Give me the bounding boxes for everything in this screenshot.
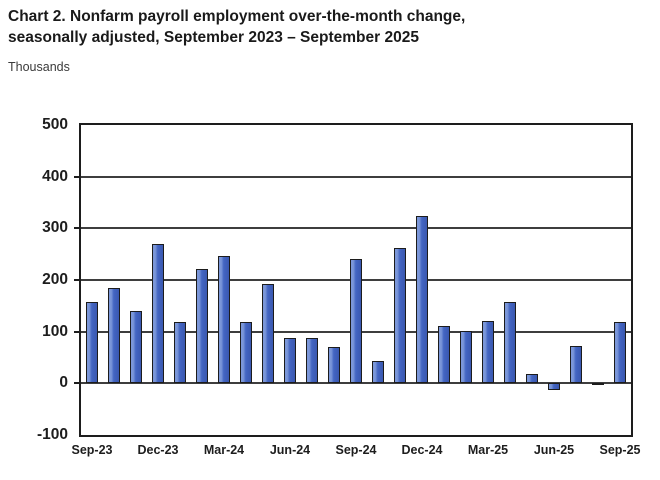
x-tick-label-Sep-24: Sep-24 (335, 443, 377, 457)
y-tick-mark-200 (74, 279, 81, 281)
chart-title-line-1: Chart 2. Nonfarm payroll employment over… (8, 8, 466, 25)
bar-Mar-25 (482, 321, 494, 384)
bar-Nov-23 (130, 311, 142, 384)
x-tick-label-Mar-24: Mar-24 (203, 443, 245, 457)
bar-Feb-25 (460, 330, 472, 384)
chart-title-line-2: seasonally adjusted, September 2023 – Se… (8, 29, 419, 46)
bar-Jul-24 (306, 337, 318, 384)
bar-Jul-25 (570, 346, 582, 384)
y-tick-label-400: 400 (42, 167, 68, 185)
bar-May-24 (262, 283, 274, 384)
bar-Jan-24 (174, 321, 186, 384)
bar-Oct-24 (372, 360, 384, 384)
x-tick-label-Dec-23: Dec-23 (137, 443, 179, 457)
x-tick-label-Sep-25: Sep-25 (599, 443, 641, 457)
bar-Apr-25 (504, 301, 516, 384)
bar-Sep-25 (614, 321, 626, 384)
x-tick-label-Jun-24: Jun-24 (269, 443, 311, 457)
y-tick-label-100: 100 (42, 322, 68, 340)
y-axis-units-label: Thousands (8, 60, 70, 74)
y-tick-label-200: 200 (42, 271, 68, 288)
chart-title: Chart 2. Nonfarm payroll employment over… (8, 6, 465, 48)
y-tick-label-0: 0 (59, 374, 68, 392)
bar-Jun-24 (284, 338, 296, 384)
bar-Jun-25 (548, 383, 560, 391)
plot-area (79, 123, 633, 437)
bar-Aug-25 (592, 383, 604, 386)
x-tick-label-Mar-25: Mar-25 (467, 443, 509, 457)
bar-Oct-23 (108, 288, 120, 384)
y-tick-mark-0 (74, 382, 81, 385)
y-tick-mark-100 (74, 330, 81, 333)
bar-Feb-24 (196, 268, 208, 384)
y-tick-mark-400 (74, 175, 81, 178)
gridline-400 (81, 175, 631, 178)
gridline-0 (81, 382, 631, 385)
y-tick-label--100: -100 (36, 426, 68, 443)
bar-Nov-24 (394, 248, 406, 384)
y-tick-label-300: 300 (42, 219, 68, 237)
bar-Jan-25 (438, 325, 450, 384)
bar-Sep-23 (86, 302, 98, 384)
gridline-300 (81, 227, 631, 230)
x-tick-label-Dec-24: Dec-24 (401, 443, 443, 457)
bar-Apr-24 (240, 322, 252, 384)
y-tick-label-500: 500 (42, 116, 68, 133)
y-tick-mark-300 (74, 227, 81, 230)
x-tick-label-Sep-23: Sep-23 (71, 443, 113, 457)
bar-Dec-23 (152, 244, 164, 384)
bar-May-25 (526, 373, 538, 384)
bar-Sep-24 (350, 259, 362, 384)
bar-Aug-24 (328, 346, 340, 384)
bar-Dec-24 (416, 216, 428, 384)
x-tick-label-Jun-25: Jun-25 (533, 443, 575, 457)
bar-Mar-24 (218, 256, 230, 384)
